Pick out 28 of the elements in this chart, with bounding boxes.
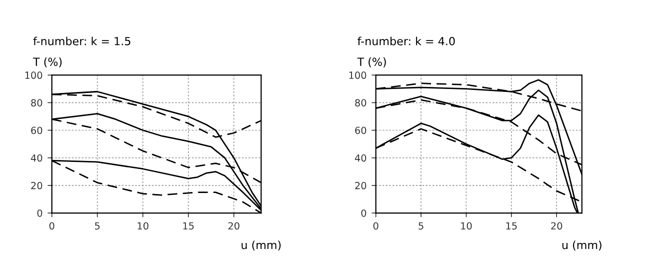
- x-axis-title: u (mm): [562, 240, 602, 251]
- y-axis-title: T (%): [32, 57, 62, 68]
- x-tick-label: 20: [551, 222, 562, 230]
- x-tick-label: 15: [506, 222, 517, 230]
- x-axis-title: u (mm): [242, 240, 281, 251]
- x-tick-label: 5: [418, 222, 424, 230]
- x-tick-label: 5: [95, 222, 100, 230]
- y-tick-label: 40: [354, 154, 366, 162]
- x-tick-label: 10: [138, 222, 148, 230]
- x-tick-label: 20: [228, 222, 240, 230]
- x-tick-label: 10: [461, 222, 472, 230]
- y-tick-label: 80: [31, 99, 42, 106]
- y-tick-label: 100: [25, 72, 42, 79]
- y-tick-label: 40: [30, 154, 42, 162]
- y-tick-label: 60: [31, 126, 42, 134]
- x-tick-label: 15: [183, 222, 194, 230]
- y-tick-label: 20: [355, 182, 366, 190]
- y-tick-label: 80: [355, 99, 366, 106]
- chart-title: f-number: k = 1.5: [33, 36, 130, 46]
- y-tick-label: 0: [361, 209, 366, 217]
- chart-title: f-number: k = 4.0: [358, 36, 455, 46]
- y-tick-label: 20: [31, 182, 42, 190]
- x-tick-label: 0: [49, 222, 54, 230]
- y-tick-label: 100: [349, 72, 366, 79]
- x-tick-label: 0: [373, 222, 378, 230]
- y-axis-title: T (%): [357, 57, 386, 68]
- y-tick-label: 60: [355, 126, 366, 134]
- y-tick-label: 0: [37, 209, 42, 217]
